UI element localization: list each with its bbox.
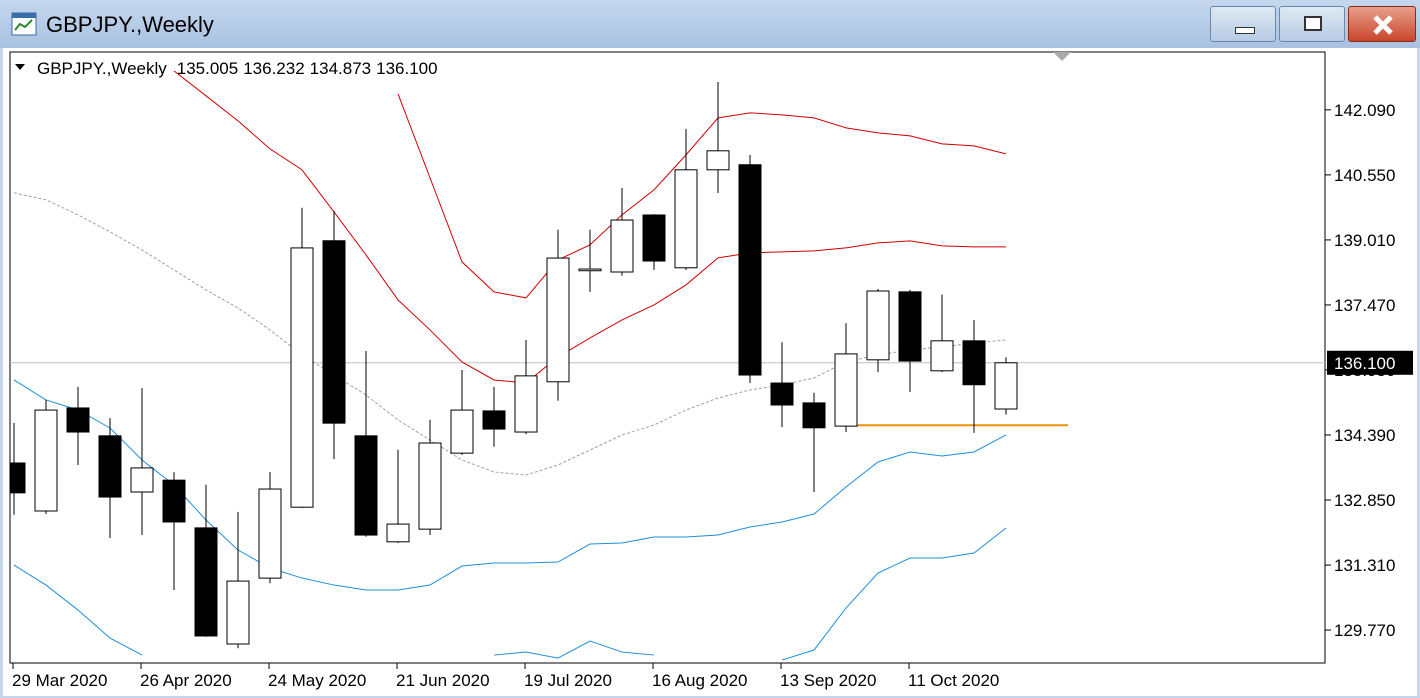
candle-body: [770, 382, 794, 406]
menu-triangle: [15, 64, 25, 70]
candle-body: [418, 442, 442, 530]
plot-frame: [9, 51, 1326, 664]
x-tick-label: 24 May 2020: [268, 671, 366, 690]
indicator-line: [173, 70, 1006, 384]
candle-body: [930, 340, 954, 372]
restore-button[interactable]: [1279, 6, 1345, 42]
candle-body: [834, 353, 858, 427]
x-tick-label: 13 Sep 2020: [780, 671, 876, 690]
last-price-box: [1327, 350, 1413, 375]
chart-header: GBPJPY.,Weekly 135.005 136.232 134.873 136.1…: [37, 59, 438, 78]
y-tick-label: 134.390: [1334, 426, 1395, 445]
candle-body: [706, 150, 730, 171]
x-tick-label: 29 Mar 2020: [12, 671, 107, 690]
candle-body: [962, 340, 986, 386]
title-bar: GBPJPY.,Weekly: [0, 0, 1420, 48]
candle-body: [66, 407, 90, 433]
candle-body: [738, 164, 762, 376]
x-tick-label: 11 Oct 2020: [908, 671, 999, 690]
window-icon: [11, 12, 37, 36]
last-price-label: 136.100: [1334, 354, 1395, 373]
candle-body: [674, 169, 698, 269]
candle-body: [162, 479, 186, 523]
plot-area: [10, 70, 1325, 661]
x-tick-label: 16 Aug 2020: [652, 671, 747, 690]
window-title: GBPJPY.,Weekly: [46, 12, 214, 37]
ohlc-value: 134.873: [310, 59, 371, 78]
candle-body: [354, 435, 378, 536]
candle-body: [34, 409, 58, 512]
y-tick-label: 129.770: [1334, 621, 1395, 640]
y-tick-label: 139.010: [1334, 231, 1395, 250]
candle-body: [802, 402, 826, 429]
candle-body: [226, 580, 250, 645]
candle-body: [898, 291, 922, 362]
ohlc-value: 135.005: [177, 59, 238, 78]
x-tick-label: 26 Apr 2020: [140, 671, 232, 690]
candle-body: [482, 410, 506, 430]
candle-body: [866, 290, 890, 361]
chart-title: GBPJPY.,Weekly: [37, 59, 167, 78]
x-tick-label: 21 Jun 2020: [396, 671, 490, 690]
close-icon: [1373, 15, 1393, 35]
x-tick-label: 19 Jul 2020: [524, 671, 612, 690]
y-tick-label: 132.850: [1334, 491, 1395, 510]
candle-body: [98, 435, 122, 498]
candle-body: [258, 488, 282, 579]
y-tick-label: 142.090: [1334, 101, 1395, 120]
y-tick-label: 137.470: [1334, 296, 1395, 315]
candle-body: [290, 247, 314, 508]
candle-body: [578, 268, 602, 272]
candle-body: [450, 409, 474, 454]
indicator-line: [13, 527, 1007, 661]
candle-body: [322, 240, 346, 424]
indicator-line: [397, 93, 1007, 299]
shift-marker: [1053, 52, 1071, 61]
candle-body: [386, 523, 410, 543]
candle-body: [10, 462, 26, 494]
candle-body: [194, 527, 218, 637]
ohlc-value: 136.232: [243, 59, 304, 78]
candle-body: [610, 219, 634, 273]
candle-body: [642, 214, 666, 262]
candle-body: [514, 375, 538, 433]
candle-body: [546, 257, 570, 383]
y-tick-label: 140.550: [1334, 166, 1395, 185]
candle-body: [130, 467, 154, 493]
close-button[interactable]: [1348, 6, 1416, 42]
y-tick-label: 131.310: [1334, 556, 1395, 575]
ohlc-value: 136.100: [376, 59, 437, 78]
minimize-button[interactable]: [1210, 6, 1276, 42]
candle-body: [994, 362, 1018, 410]
chart: GBPJPY.,Weekly 135.005 136.232 134.873 136.1…: [3, 48, 1417, 696]
